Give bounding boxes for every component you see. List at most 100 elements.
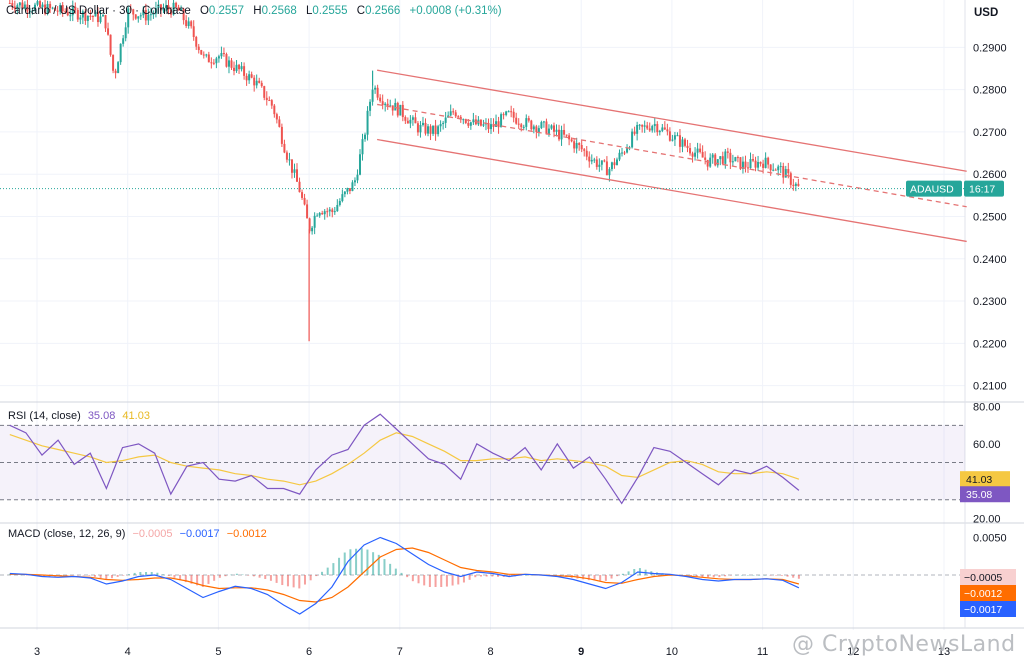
macd-histogram-bar [366, 549, 369, 575]
macd-histogram [8, 548, 800, 589]
rsi-header-value: 35.08 [87, 410, 116, 422]
macd-title[interactable]: MACD (close, 12, 26, 9) [8, 528, 126, 540]
macd-histogram-bar [156, 572, 159, 575]
candle-body [381, 101, 384, 106]
candle-body [56, 10, 59, 12]
candle-body [691, 153, 694, 157]
macd-histogram-bar [196, 575, 199, 586]
candle-body [39, 1, 42, 8]
macd-histogram-bar [406, 575, 409, 578]
candle-body [487, 122, 490, 130]
candle-body [613, 162, 616, 166]
candle-body [648, 128, 651, 131]
candle-body [391, 105, 394, 111]
candle-body [66, 12, 69, 16]
candle-body [746, 167, 749, 169]
macd-histogram-bar [190, 575, 193, 584]
symbol-title[interactable]: Cardano / US Dollar · 30 · Coinbase [6, 5, 191, 17]
candle-body [704, 157, 707, 160]
macd-histogram-bar [167, 575, 170, 576]
candle-body [220, 53, 223, 57]
channel-lower-line [377, 138, 967, 243]
candle-body [399, 104, 402, 116]
macd-histogram-bar [247, 575, 250, 576]
macd-histogram-bar [445, 575, 448, 587]
candle-body [107, 28, 110, 35]
candle-body [81, 11, 84, 18]
candle-body [46, 3, 49, 14]
macd-histogram-bar [82, 575, 85, 576]
candle-body [636, 125, 639, 134]
macd-histogram-bar [173, 575, 176, 578]
candle-body [134, 14, 137, 19]
candle-body [490, 124, 493, 130]
macd-histogram-bar [587, 575, 590, 581]
time-axis-tick: 8 [487, 646, 493, 658]
macd-histogram-bar [99, 575, 102, 579]
macd-histogram-bar [116, 575, 119, 577]
macd-histogram-bar [25, 575, 28, 576]
candle-body [233, 67, 236, 72]
candle-body [646, 125, 649, 129]
candle-body [633, 131, 636, 134]
rsi-title[interactable]: RSI (14, close) [8, 410, 81, 422]
macd-histogram-bar [474, 575, 477, 578]
candle-body [583, 149, 586, 151]
candle-body [389, 105, 392, 107]
candle-body [411, 117, 414, 120]
candle-body [777, 166, 780, 171]
candle-body [762, 163, 765, 168]
rsi-ma-line [9, 432, 800, 486]
macd-histogram-bar [775, 575, 778, 576]
macd-histogram-bar [269, 575, 272, 581]
candle-body [578, 143, 581, 146]
candle-body [313, 215, 316, 228]
macd-signal-header-value: −0.0012 [226, 528, 267, 540]
candle-body [164, 5, 167, 8]
candle-body [749, 159, 752, 168]
candle-body [124, 27, 127, 39]
candle-body [192, 26, 195, 37]
macd-histogram-bar [71, 575, 74, 576]
candle-body [409, 119, 412, 124]
candle-body [585, 150, 588, 157]
candle-body [283, 143, 286, 153]
candle-body [603, 160, 606, 162]
candle-body [464, 119, 467, 123]
macd-histogram-bar [389, 563, 392, 575]
candle-body [356, 174, 359, 181]
candle-body [187, 21, 190, 27]
macd-histogram-bar [695, 575, 698, 577]
candle-body [681, 139, 684, 147]
candle-body [348, 188, 351, 192]
macd-histogram-bar [468, 575, 471, 580]
candle-body [250, 74, 253, 78]
rsi-axis-tick: 60.00 [973, 439, 1001, 451]
candle-body [744, 161, 747, 168]
candle-body [379, 97, 382, 102]
price-axis-tick: 0.2200 [973, 338, 1007, 350]
candle-body [479, 119, 482, 126]
candle-body [333, 211, 336, 213]
candle-body [79, 17, 82, 20]
candle-body [225, 54, 228, 67]
macd-histogram-bar [207, 575, 210, 584]
candle-body [260, 82, 263, 87]
candle-body [353, 180, 356, 183]
macd-histogram-bar [338, 557, 341, 575]
candle-body [663, 127, 666, 130]
macd-hist-header-value: −0.0005 [132, 528, 173, 540]
macd-histogram-bar [741, 575, 744, 576]
macd-histogram-bar [93, 575, 96, 577]
candle-body [285, 152, 288, 160]
macd-histogram-bar [610, 575, 613, 579]
candle-body [341, 194, 344, 202]
candle-body [64, 11, 67, 13]
macd-histogram-bar [20, 574, 23, 576]
candle-body [311, 227, 314, 232]
candle-body [358, 154, 361, 175]
macd-histogram-bar [627, 571, 630, 575]
candle-body [109, 34, 112, 55]
candle-body [54, 7, 57, 11]
